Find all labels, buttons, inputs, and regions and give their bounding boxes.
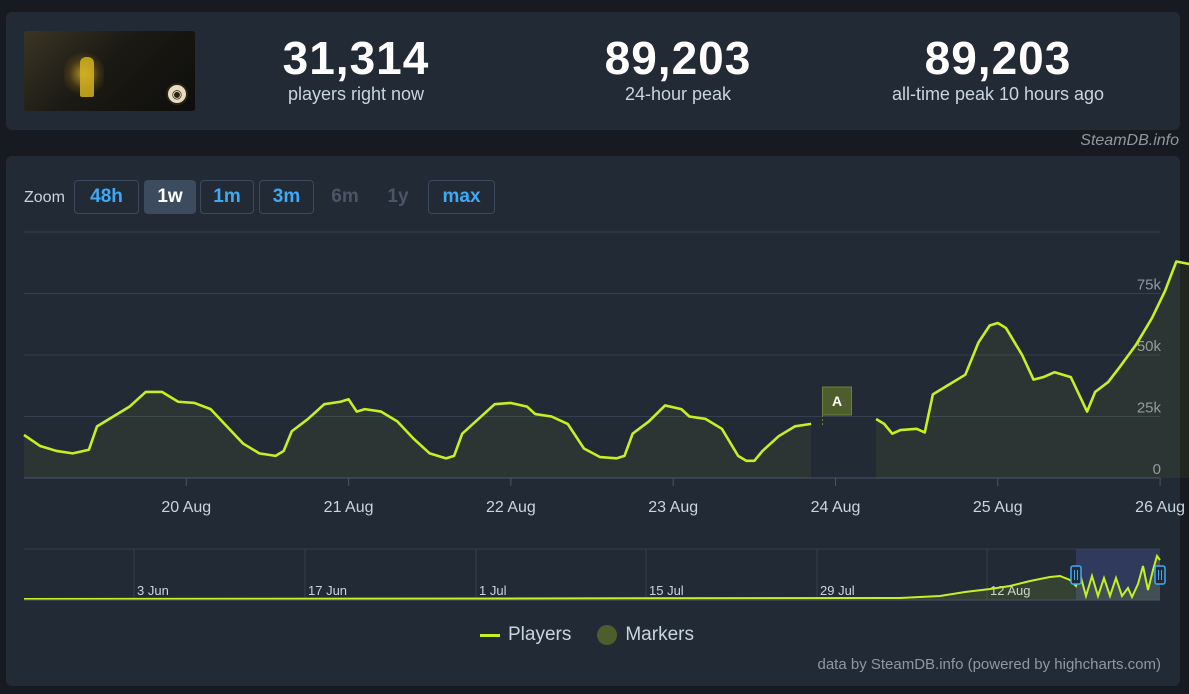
zoom-1w-button[interactable]: 1w [144,180,196,214]
thumbnail-figure [80,57,94,97]
current-players-stat: 31,314 players right now [256,34,456,105]
navigator-tick-label: 29 Jul [820,583,855,598]
x-tick-label: 25 Aug [973,499,1023,516]
players-area [876,261,1189,478]
legend-markers-label: Markers [625,624,694,645]
legend-line-swatch [480,633,500,637]
players-area [24,391,812,478]
navigator-line [23,553,1161,600]
legend-markers[interactable]: Markers [597,624,694,646]
zoom-1m-button[interactable]: 1m [200,180,254,214]
x-tick-label: 26 Aug [1135,499,1185,516]
navigator-tick-label: 15 Jul [649,583,684,598]
navigator-tick-label: 3 Jun [137,583,169,598]
x-tick-label: 21 Aug [324,499,374,516]
source-link[interactable]: SteamDB.info [1080,132,1179,149]
current-players-label: players right now [287,84,425,104]
eye-icon: ◉ [166,83,188,105]
legend-dot-swatch [597,625,618,645]
navigator-tick-label: 17 Jun [308,583,347,598]
zoom-1y-button: 1y [387,186,409,207]
legend: Players Markers [480,624,694,646]
zoom-label: Zoom [24,189,65,206]
y-axis-labels: 0 25k 50k 75k [1137,277,1162,479]
zoom-max-button[interactable]: max [428,180,495,214]
y-tick-label: 50k [1137,338,1162,355]
players-line [875,260,1189,436]
x-tick-label: 22 Aug [486,499,536,516]
credits-link[interactable]: data by SteamDB.info (powered by highcha… [817,656,1162,673]
zoom-6m-button: 6m [331,186,359,207]
navigator-handle [1070,565,1082,585]
stats-panel: ◉ 31,314 players right now 89,203 24-hou… [6,12,1180,130]
navigator-window [1076,549,1160,600]
navigator-area [24,556,1160,600]
players-series [23,260,1189,478]
zoom-48h-button[interactable]: 48h [74,180,139,214]
y-tick-label: 0 [1153,461,1161,478]
navigator-handle [1154,565,1166,585]
daily-peak-value: 89,203 [604,32,752,84]
marker-label: A [832,393,842,409]
event-marker: A [822,386,852,426]
zoom-3m-button[interactable]: 3m [259,180,314,214]
legend-players[interactable]: Players [480,624,571,646]
y-tick-label: 25k [1137,400,1162,417]
legend-players-label: Players [508,624,572,645]
x-tick-label: 24 Aug [811,499,861,516]
x-tick-label: 20 Aug [161,499,211,516]
daily-peak-label: 24-hour peak [624,84,732,104]
current-players-value: 31,314 [282,32,430,84]
x-axis-labels: 20 Aug 21 Aug 22 Aug 23 Aug 24 Aug 25 Aug 26 A… [161,478,1185,516]
marker-flag [822,386,852,416]
daily-peak-stat: 89,203 24-hour peak [578,34,778,105]
all-time-peak-label: all-time peak 10 hours ago [891,84,1105,104]
all-time-peak-value: 89,203 [924,32,1072,84]
y-tick-label: 75k [1137,277,1162,294]
game-thumbnail[interactable]: ◉ [24,31,195,111]
x-tick-label: 23 Aug [648,499,698,516]
grid-lines [24,231,1160,479]
all-time-peak-stat: 89,203 all-time peak 10 hours ago [868,34,1128,105]
navigator-tick-label: 1 Jul [479,583,507,598]
players-line [23,390,812,463]
